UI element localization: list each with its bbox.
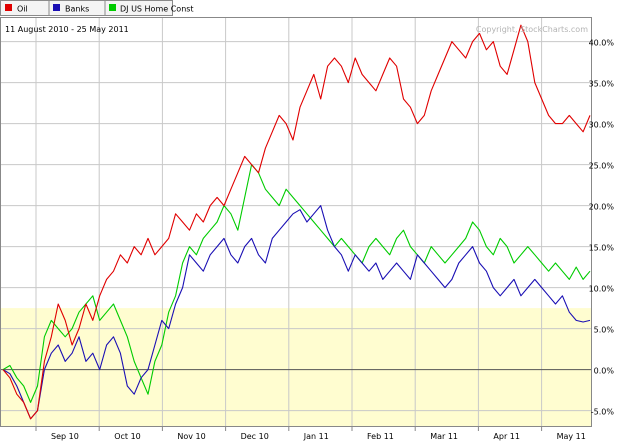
x-axis-labels: Sep 10 Oct 10 Nov 10 Dec 10 Jan 11 Feb 11 Mar … bbox=[51, 432, 586, 441]
y-tick-label: 35.0% bbox=[589, 80, 615, 89]
series-line-dj-us-home-const bbox=[2, 164, 591, 403]
x-tick-label: Oct 10 bbox=[114, 432, 141, 441]
date-range-label: 11 August 2010 - 25 May 2011 bbox=[5, 25, 129, 34]
x-tick-label: May 11 bbox=[557, 432, 586, 441]
series-lines bbox=[2, 24, 591, 420]
x-tick-label: Dec 10 bbox=[241, 432, 269, 441]
legend-swatch-banks bbox=[53, 4, 60, 11]
y-tick-label: 30.0% bbox=[589, 121, 615, 130]
legend-box bbox=[0, 0, 173, 16]
gridlines bbox=[0, 17, 592, 431]
y-tick-label: 20.0% bbox=[589, 203, 615, 212]
y-tick-label: 5.0% bbox=[594, 326, 615, 335]
y-tick-label: 40.0% bbox=[589, 39, 615, 48]
shaded-band bbox=[0, 308, 592, 427]
x-tick-label: Apr 11 bbox=[493, 432, 520, 441]
y-tick-label: -5.0% bbox=[591, 408, 615, 417]
x-tick-label: Sep 10 bbox=[51, 432, 79, 441]
y-tick-label: 15.0% bbox=[589, 244, 615, 253]
y-tick-label: 10.0% bbox=[589, 285, 615, 294]
legend: Oil Banks DJ US Home Const bbox=[0, 0, 194, 16]
copyright-watermark: Copyright, StockCharts.com bbox=[476, 25, 588, 34]
x-tick-label: Feb 11 bbox=[367, 432, 394, 441]
legend-label-home-const: DJ US Home Const bbox=[120, 5, 194, 14]
series-line-banks bbox=[2, 205, 591, 420]
legend-label-banks: Banks bbox=[65, 5, 89, 14]
x-tick-label: Nov 10 bbox=[177, 432, 205, 441]
legend-swatch-oil bbox=[5, 4, 12, 11]
x-tick-label: Mar 11 bbox=[430, 432, 458, 441]
y-tick-label: 25.0% bbox=[589, 162, 615, 171]
y-axis-labels: -5.0% 0.0% 5.0% 10.0% 15.0% 20.0% 25.0% 30.0% 35… bbox=[589, 39, 615, 417]
x-tick-label: Jan 11 bbox=[303, 432, 329, 441]
series-line-oil bbox=[2, 24, 591, 420]
y-tick-label: 0.0% bbox=[594, 367, 615, 376]
legend-label-oil: Oil bbox=[17, 5, 28, 14]
legend-swatch-home-const bbox=[109, 4, 116, 11]
plot-frame bbox=[0, 17, 592, 427]
